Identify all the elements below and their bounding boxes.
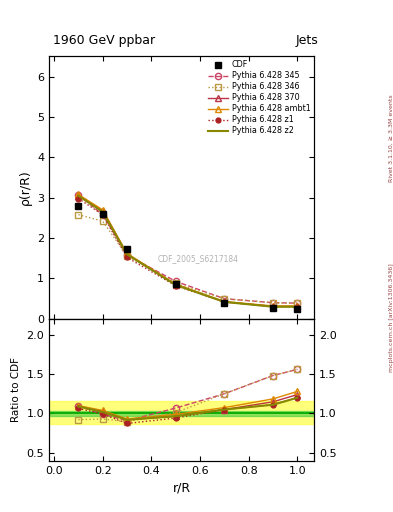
Pythia 6.428 346 xyxy=(295,300,300,306)
Pythia 6.428 z2 xyxy=(222,299,227,305)
Pythia 6.428 z1 xyxy=(173,283,178,289)
Pythia 6.428 ambt1 xyxy=(173,281,178,287)
Pythia 6.428 z2 xyxy=(173,282,178,288)
Text: 1960 GeV ppbar: 1960 GeV ppbar xyxy=(53,33,155,47)
Line: Pythia 6.428 345: Pythia 6.428 345 xyxy=(75,192,301,306)
Pythia 6.428 346 xyxy=(100,218,105,224)
Pythia 6.428 z2 xyxy=(295,304,300,310)
Pythia 6.428 ambt1 xyxy=(125,250,129,257)
Pythia 6.428 346 xyxy=(125,253,129,259)
Pythia 6.428 z1 xyxy=(295,304,300,310)
Pythia 6.428 345 xyxy=(76,192,81,198)
Bar xyxy=(49,401,314,424)
CDF xyxy=(222,300,227,306)
Pythia 6.428 345 xyxy=(295,300,300,306)
CDF xyxy=(173,281,178,287)
Pythia 6.428 345 xyxy=(125,252,129,258)
Pythia 6.428 345 xyxy=(173,278,178,284)
CDF xyxy=(100,211,105,217)
Pythia 6.428 z1 xyxy=(100,211,105,218)
Text: Rivet 3.1.10, ≥ 3.3M events: Rivet 3.1.10, ≥ 3.3M events xyxy=(389,94,393,182)
Pythia 6.428 370 xyxy=(222,299,227,305)
Pythia 6.428 z2 xyxy=(125,251,129,258)
Pythia 6.428 z1 xyxy=(271,304,275,310)
CDF xyxy=(295,306,300,312)
Pythia 6.428 345 xyxy=(100,211,105,218)
Text: Jets: Jets xyxy=(296,33,318,47)
Line: Pythia 6.428 z1: Pythia 6.428 z1 xyxy=(76,196,300,309)
CDF xyxy=(125,246,129,252)
Pythia 6.428 370 xyxy=(100,207,105,214)
Text: CDF_2005_S6217184: CDF_2005_S6217184 xyxy=(157,254,238,263)
Pythia 6.428 345 xyxy=(222,295,227,302)
CDF xyxy=(271,305,275,311)
Pythia 6.428 370 xyxy=(76,193,81,199)
Line: CDF: CDF xyxy=(75,202,301,312)
Pythia 6.428 346 xyxy=(222,295,227,302)
Pythia 6.428 ambt1 xyxy=(222,298,227,305)
Pythia 6.428 z1 xyxy=(222,299,227,305)
Pythia 6.428 z2 xyxy=(100,209,105,215)
Pythia 6.428 ambt1 xyxy=(271,303,275,309)
Pythia 6.428 370 xyxy=(125,251,129,258)
Pythia 6.428 z1 xyxy=(76,196,81,202)
Y-axis label: Ratio to CDF: Ratio to CDF xyxy=(11,357,21,422)
Pythia 6.428 370 xyxy=(271,303,275,309)
Y-axis label: ρ(r/R): ρ(r/R) xyxy=(18,169,31,205)
Pythia 6.428 370 xyxy=(173,282,178,288)
X-axis label: r/R: r/R xyxy=(173,481,191,494)
Pythia 6.428 346 xyxy=(271,300,275,306)
Pythia 6.428 ambt1 xyxy=(76,191,81,198)
CDF xyxy=(76,203,81,209)
Line: Pythia 6.428 z2: Pythia 6.428 z2 xyxy=(78,196,298,307)
Pythia 6.428 z1 xyxy=(125,254,129,261)
Pythia 6.428 z2 xyxy=(271,304,275,310)
Pythia 6.428 ambt1 xyxy=(100,207,105,213)
Legend: CDF, Pythia 6.428 345, Pythia 6.428 346, Pythia 6.428 370, Pythia 6.428 ambt1, P: CDF, Pythia 6.428 345, Pythia 6.428 346,… xyxy=(207,59,312,137)
Pythia 6.428 346 xyxy=(76,211,81,218)
Pythia 6.428 346 xyxy=(173,280,178,286)
Line: Pythia 6.428 370: Pythia 6.428 370 xyxy=(75,193,301,309)
Pythia 6.428 z2 xyxy=(76,193,81,199)
Pythia 6.428 370 xyxy=(295,303,300,309)
Text: mcplots.cern.ch [arXiv:1306.3436]: mcplots.cern.ch [arXiv:1306.3436] xyxy=(389,263,393,372)
Pythia 6.428 345 xyxy=(271,300,275,306)
Line: Pythia 6.428 346: Pythia 6.428 346 xyxy=(75,211,301,306)
Line: Pythia 6.428 ambt1: Pythia 6.428 ambt1 xyxy=(75,191,301,309)
Pythia 6.428 ambt1 xyxy=(295,303,300,309)
Bar xyxy=(49,411,314,416)
